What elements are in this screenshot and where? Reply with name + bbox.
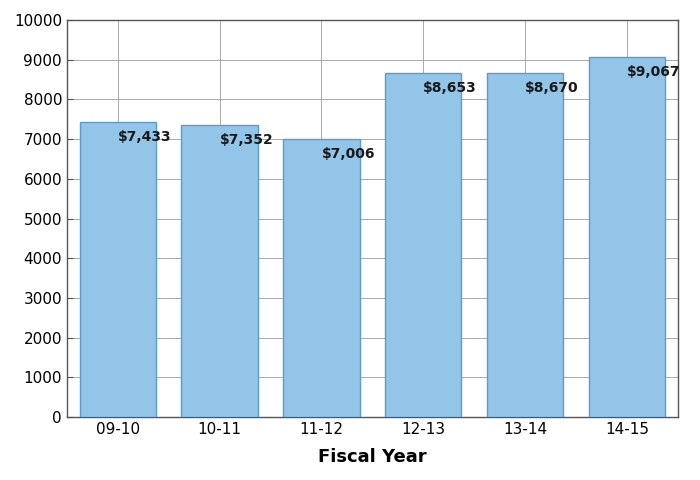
Bar: [589, 57, 665, 417]
Bar: [181, 125, 258, 417]
Text: $7,006: $7,006: [321, 147, 375, 161]
X-axis label: Fiscal Year: Fiscal Year: [318, 448, 427, 466]
Bar: [284, 139, 360, 417]
Text: $8,653: $8,653: [424, 81, 477, 96]
Bar: [80, 122, 156, 417]
Bar: [487, 73, 564, 417]
Text: $9,067: $9,067: [627, 65, 680, 79]
Bar: [385, 73, 461, 417]
Text: $8,670: $8,670: [525, 81, 579, 95]
Text: $7,352: $7,352: [220, 133, 274, 147]
Text: $7,433: $7,433: [118, 130, 172, 144]
